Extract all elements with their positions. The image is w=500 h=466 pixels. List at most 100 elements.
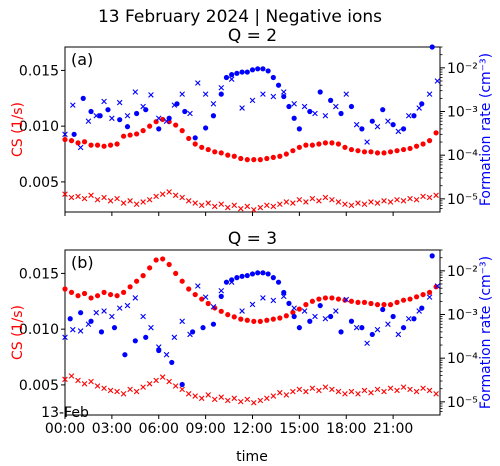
data-point-cross	[280, 89, 287, 95]
y-tick-label-left: 0.015	[19, 63, 59, 79]
data-point	[290, 309, 296, 316]
data-point-cross	[407, 386, 413, 393]
x-tick-label: 09:00	[185, 421, 225, 437]
data-point	[260, 270, 266, 276]
data-point	[239, 273, 245, 279]
data-point-cross	[163, 118, 170, 124]
data-point	[257, 157, 263, 163]
data-point-cross	[270, 93, 277, 100]
data-point-cross	[374, 123, 381, 130]
data-point-cross	[343, 296, 350, 303]
data-point	[218, 308, 224, 314]
data-point-cross	[260, 91, 266, 97]
data-point-cross	[75, 193, 81, 200]
data-point	[277, 153, 283, 159]
x-tick-label: 00:00	[45, 421, 85, 437]
data-point-cross	[368, 389, 374, 396]
data-point	[426, 289, 433, 295]
data-point-cross	[107, 387, 114, 394]
data-point	[429, 253, 435, 259]
data-point-cross	[264, 395, 270, 402]
data-point-cross	[146, 196, 153, 203]
data-point-cross	[120, 391, 127, 397]
x-tick-label: 03:00	[92, 421, 132, 437]
data-point-cross	[343, 91, 350, 97]
data-point-cross	[335, 388, 342, 395]
data-point-cross	[210, 304, 217, 310]
data-point-cross	[400, 198, 407, 204]
data-point	[257, 318, 263, 324]
data-point	[255, 270, 261, 276]
data-point-cross	[333, 103, 339, 110]
data-point-cross	[364, 139, 370, 145]
data-point-cross	[93, 309, 100, 316]
data-point-cross	[303, 388, 309, 395]
data-point-cross	[153, 193, 159, 200]
y-axis-label-left: CS (1/s)	[10, 102, 26, 157]
data-point-cross	[280, 293, 287, 300]
data-point-cross	[239, 105, 245, 111]
data-point-cross	[244, 396, 251, 403]
data-point-cross	[120, 200, 127, 206]
data-point-cross	[329, 386, 335, 393]
data-point	[348, 298, 355, 304]
x-axis-label: time	[236, 449, 268, 465]
data-point	[260, 66, 266, 72]
data-point	[239, 69, 245, 75]
data-point-cross	[237, 205, 244, 212]
data-point-cross	[179, 91, 185, 97]
data-point	[179, 278, 185, 284]
data-point	[153, 119, 159, 125]
data-point-cross	[374, 386, 381, 393]
data-point	[199, 296, 205, 302]
data-point	[205, 146, 211, 153]
data-point-cross	[322, 315, 329, 322]
data-point-cross	[114, 388, 120, 395]
data-point	[381, 302, 387, 308]
data-point	[173, 270, 179, 277]
data-point-cross	[166, 189, 172, 195]
data-point-cross	[434, 78, 441, 84]
data-point	[192, 135, 198, 141]
data-point	[380, 306, 386, 313]
data-point	[244, 69, 250, 75]
data-point-cross	[101, 385, 107, 392]
data-point-cross	[283, 392, 290, 398]
data-point	[296, 325, 302, 331]
x-tick-label: 18:00	[326, 421, 366, 437]
data-point-cross	[132, 295, 139, 301]
data-point	[160, 256, 166, 262]
data-point-cross	[224, 397, 231, 404]
data-point-cross	[218, 84, 225, 91]
data-point	[88, 142, 94, 148]
data-point-cross	[218, 287, 225, 294]
data-point-cross	[405, 112, 412, 119]
data-point	[381, 150, 387, 156]
data-point-cross	[296, 196, 303, 203]
data-point-cross	[244, 203, 251, 210]
data-point	[390, 313, 396, 320]
data-point-cross	[198, 202, 205, 209]
data-point	[368, 149, 374, 155]
data-point	[124, 124, 131, 130]
data-point	[355, 299, 361, 305]
data-point-cross	[171, 102, 178, 108]
data-point-cross	[322, 384, 329, 390]
data-point-cross	[140, 103, 146, 110]
panel-title: Q = 2	[228, 26, 277, 46]
data-point-cross	[309, 195, 316, 202]
data-point	[290, 148, 296, 154]
data-point	[407, 296, 413, 302]
data-point	[114, 293, 120, 299]
data-point-cross	[68, 373, 75, 379]
data-point	[205, 300, 211, 307]
data-point	[231, 314, 237, 320]
data-point	[225, 152, 231, 158]
data-point-cross	[322, 194, 329, 201]
data-point-cross	[405, 315, 412, 322]
data-point	[335, 296, 342, 302]
data-point-cross	[159, 191, 166, 197]
data-point	[101, 143, 107, 149]
data-point-cross	[62, 191, 68, 197]
